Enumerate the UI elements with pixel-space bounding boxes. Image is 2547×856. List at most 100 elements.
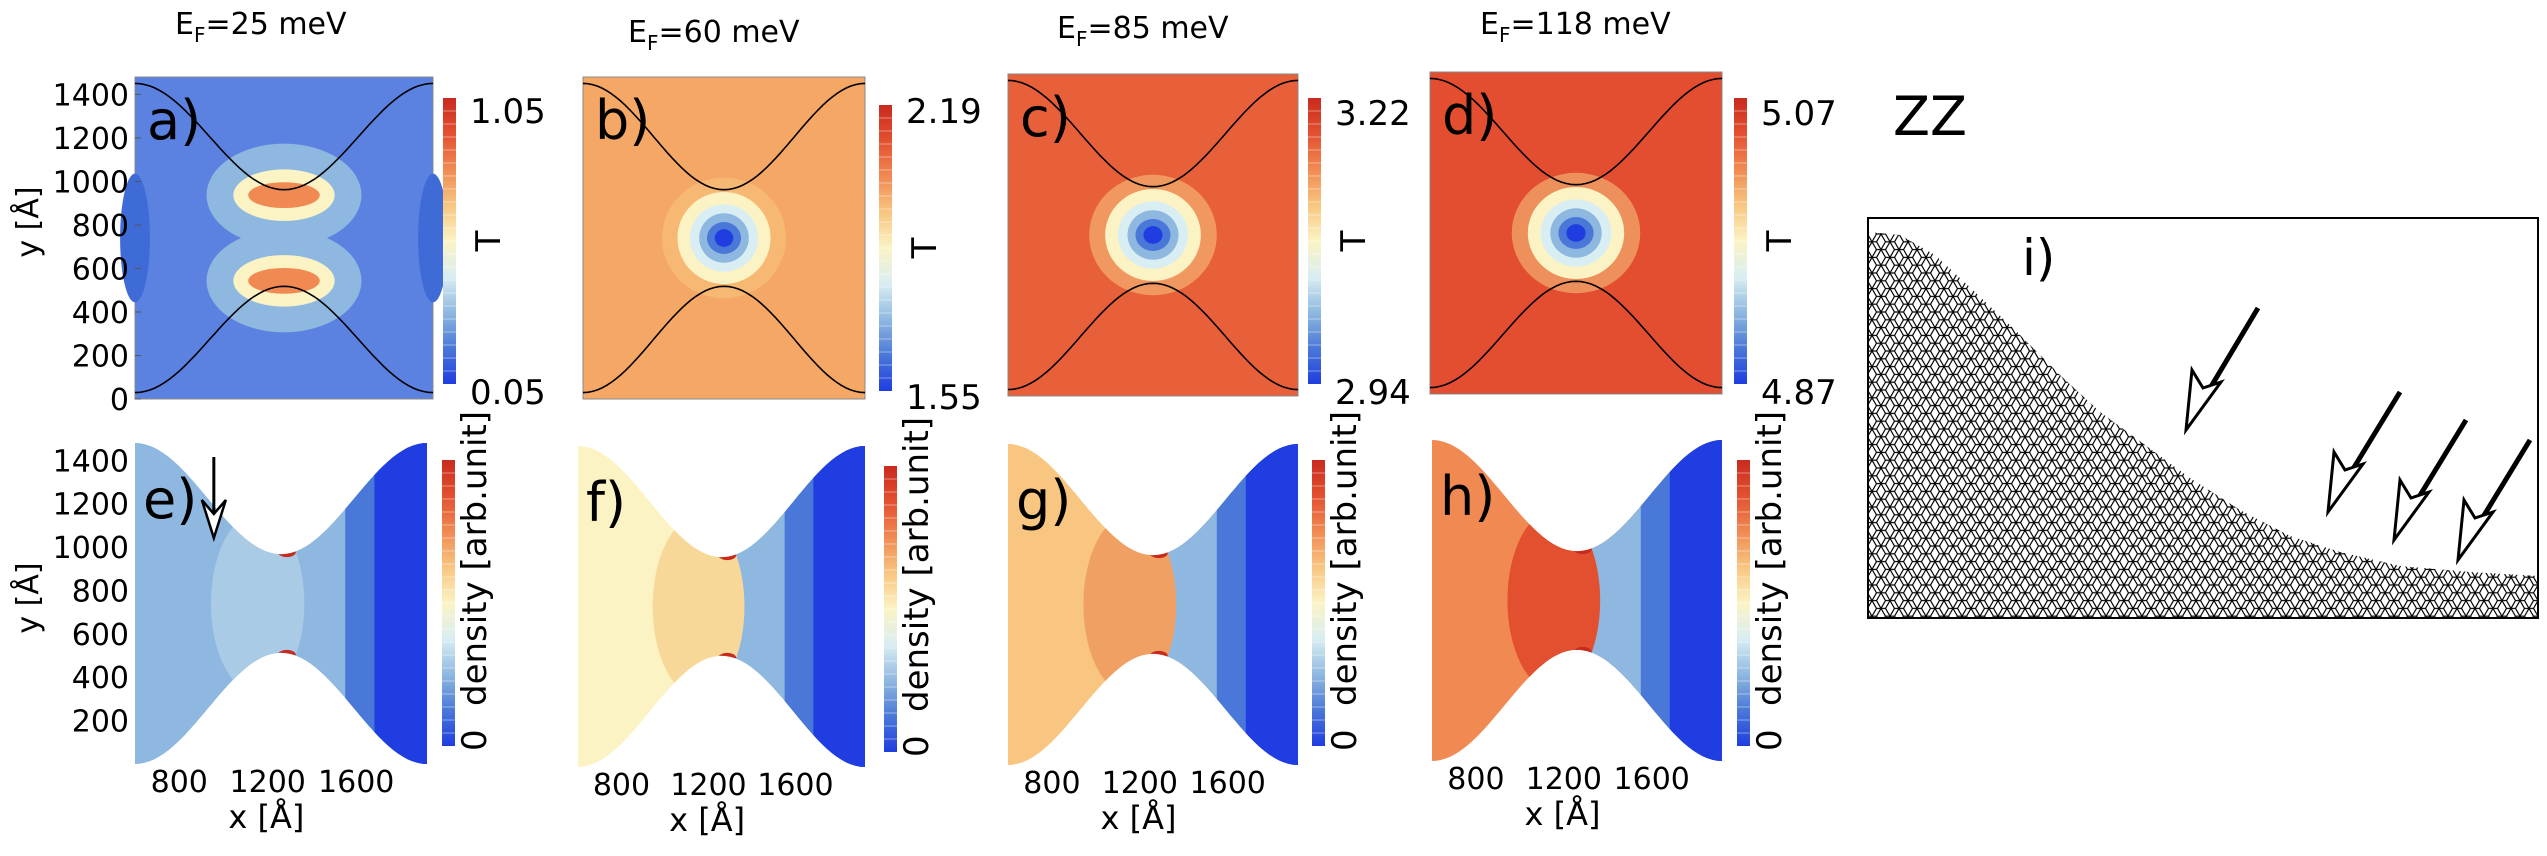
edge-arrows [2183, 306, 2533, 566]
x-tick-label: 1200 [1102, 766, 1178, 801]
x-tick-label: 800 [1023, 766, 1080, 801]
density-map-3: g) 0 density [arb.unit] [1008, 411, 1365, 765]
colorbar-min-label: 4.87 [1761, 373, 1837, 413]
colorbar-title: T [1760, 230, 1800, 252]
y-tick-label: 1000 [53, 165, 129, 200]
x-axis-label: x [Å] [1101, 799, 1177, 837]
bottom-y-axis-label: y [Å] [10, 562, 46, 633]
y-tick-label: 800 [72, 574, 129, 609]
x-tick-label: 1600 [757, 768, 833, 803]
y-tick-label: 200 [72, 705, 129, 740]
colorbar-min-label: 0.05 [470, 373, 546, 413]
x-axes: 800 1200 1600 x [Å] 800 1200 1600 x [Å] 800 1200 1… [151, 762, 1690, 839]
density-center-lobe [1083, 514, 1177, 695]
x-axis-label: x [Å] [669, 801, 745, 839]
y-tick-label: 400 [72, 296, 129, 331]
y-tick-label: 200 [72, 339, 129, 374]
colorbar-title: density [arb.unit] [897, 417, 937, 712]
x-tick-label: 1600 [1190, 766, 1266, 801]
panel-label: h) [1440, 465, 1495, 528]
x-axis-4: 800 1200 1600 x [Å] [1447, 762, 1690, 833]
y-tick-label: 600 [72, 252, 129, 287]
x-axis-3: 800 1200 1600 x [Å] [1023, 766, 1266, 837]
hotspot-upper [1573, 544, 1592, 555]
constriction-lower-edge [1007, 282, 1299, 391]
colorbar-title: T [905, 237, 945, 259]
column-title-3: EF=85 meV [1057, 11, 1229, 51]
panel-label: d) [1442, 84, 1497, 147]
x-tick-label: 800 [1447, 762, 1504, 797]
density-center-lobe [210, 513, 305, 694]
hotspot-lower [1573, 646, 1592, 657]
x-axis-2: 800 1200 1600 x [Å] [593, 768, 834, 839]
y-tick-label: 800 [72, 209, 129, 244]
density-center-lobe [652, 516, 745, 697]
density-map-2: f) 0 density [arb.unit] [578, 417, 937, 767]
zz-lattice-panel: ZZ i) [1867, 85, 2539, 619]
density-center-lobe [1507, 510, 1601, 691]
density-field [1432, 440, 1722, 761]
hotspot-corner-top [602, 446, 623, 456]
colorbar-min-label: 1.55 [906, 378, 982, 418]
x-axis-label: x [Å] [1525, 795, 1601, 833]
column-title-1: EF=25 meV [175, 7, 347, 47]
hotspot-corner-top [1032, 444, 1053, 454]
constriction-upper-edge [582, 82, 866, 191]
x-axis-label: x [Å] [228, 798, 304, 836]
panel-label: e) [143, 468, 197, 531]
x-tick-label: 1600 [1614, 762, 1690, 797]
edge-shade-left [120, 173, 150, 303]
hotspot-upper [718, 550, 737, 561]
bottom-y-tick-labels: 200 400 600 800 1000 1200 1400 [53, 444, 129, 739]
density-right-edge [374, 443, 427, 764]
density-map-4: h) 0 density [arb.unit] [1432, 411, 1790, 761]
panel-label: c) [1020, 86, 1071, 149]
constriction-lower-edge [582, 285, 866, 394]
density-maps: e) 0 density [arb.unit] f) 0 density [arb.uni… [135, 411, 1790, 767]
panel-label: a) [147, 89, 201, 152]
constriction-upper-edge [1007, 79, 1299, 188]
top-y-tick-labels: 0 200 400 600 800 1000 1200 1400 [53, 78, 141, 418]
density-right-edge [1245, 444, 1298, 765]
column-titles: EF=25 meV EF=60 meV EF=85 meV EF=118 meV [175, 7, 1671, 55]
column-title-2: EF=60 meV [628, 15, 800, 55]
hotspot-corner-top [160, 443, 181, 453]
colorbar-title: density [arb.unit] [1750, 411, 1790, 706]
colorbar-min-label: 0 [897, 735, 937, 757]
edge-arrow-1 [2183, 306, 2261, 436]
edge-type-label: ZZ [1893, 85, 1967, 148]
colorbar-max-label: 5.07 [1761, 94, 1837, 134]
transmission-map-3: c) 3.22 2.94 T [1007, 73, 1411, 413]
transmission-maps: a) 1.05 0.05 Tb) 2.19 1.55 Tc) 3.22 2.94 Td) 5.07 4… [120, 71, 1837, 418]
x-tick-label: 800 [593, 768, 650, 803]
hotspot-lower [1149, 650, 1168, 661]
panel-e-arrow [200, 457, 228, 543]
hotspot-upper [277, 547, 296, 558]
colorbar-min-label: 0 [1325, 729, 1365, 751]
lobe-core [248, 182, 320, 209]
y-tick-label: 1200 [53, 488, 129, 523]
colorbar-max-label: 1.05 [470, 92, 546, 132]
transmission-map-1: a) 1.05 0.05 T [120, 76, 546, 413]
top-y-axis: 0 200 400 600 800 1000 1200 1400 y [Å] [10, 78, 141, 418]
bottom-y-axis: 200 400 600 800 1000 1200 1400 y [Å] [10, 444, 129, 739]
constriction-lower-edge [1429, 280, 1723, 389]
edge-arrow-4 [2455, 438, 2533, 566]
panel-label: g) [1016, 469, 1071, 532]
edge-arrow-2 [2325, 390, 2403, 518]
colorbar-max-label: 3.22 [1335, 94, 1411, 134]
transmission-map-4: d) 5.07 4.87 T [1429, 71, 1837, 413]
panel-label: b) [595, 89, 650, 152]
colorbar-min-label: 0 [455, 729, 495, 751]
hotspot-upper [1149, 548, 1168, 559]
colorbar-title: T [469, 230, 509, 252]
y-tick-label: 1400 [53, 78, 129, 113]
column-title-4: EF=118 meV [1480, 7, 1671, 47]
x-tick-label: 800 [151, 765, 208, 800]
x-tick-label: 1200 [670, 768, 746, 803]
colorbar-title: T [1334, 230, 1374, 252]
hotspot-corner-top [1456, 440, 1477, 450]
colorbar-max-label: 2.19 [906, 92, 982, 132]
constriction-upper-edge [134, 82, 434, 191]
